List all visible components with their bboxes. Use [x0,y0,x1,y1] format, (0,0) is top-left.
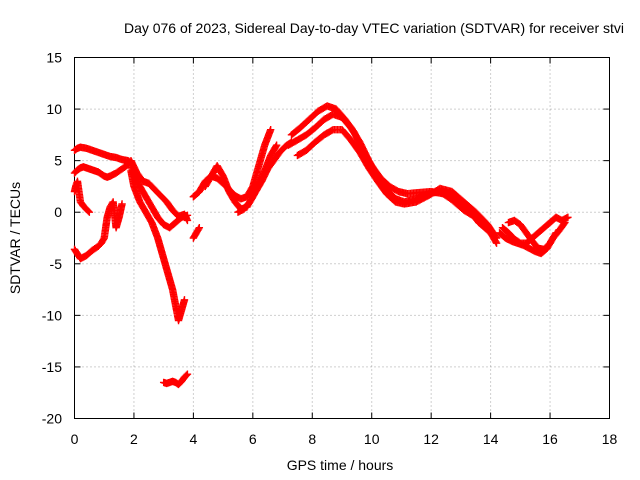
x-tick-label: 0 [71,431,79,447]
series-trace-8 [159,370,192,389]
plus-marker [551,230,559,238]
y-axis-tick-labels: -20 -15 -10 -5 0 5 10 15 [42,50,62,427]
series-trace-18 [504,216,560,254]
x-axis-label: GPS time / hours [287,457,394,473]
series-trace-3 [70,177,94,216]
plus-marker [195,223,204,232]
plus-marker [328,126,336,135]
plus-marker [492,234,501,242]
series-trace-15 [293,126,501,242]
x-tick-label: 4 [189,431,197,447]
plus-marker [552,229,560,237]
y-tick-label: -20 [42,411,62,427]
y-tick-label: 0 [54,204,62,220]
chart-title: Day 076 of 2023, Sidereal Day-to-day VTE… [124,20,624,36]
x-tick-label: 10 [364,431,380,447]
plus-marker [99,235,108,243]
y-tick-label: -10 [42,307,62,323]
plus-marker [492,233,500,241]
plus-marker [194,225,203,233]
x-tick-label: 2 [130,431,138,447]
plus-marker [266,126,275,134]
y-tick-label: -15 [42,359,62,375]
x-tick-label: 6 [249,431,257,447]
plus-marker [272,141,281,149]
series-trace-4 [70,198,126,263]
plus-marker [85,208,94,216]
x-axis-tick-labels: 0 2 4 6 8 10 12 14 16 18 [71,431,618,447]
plot-frame [74,57,610,419]
series-trace-7 [127,156,192,225]
data-marks [70,102,572,389]
series-trace-9 [189,223,204,242]
plus-marker [84,207,93,215]
plus-marker [272,142,280,151]
x-tick-label: 12 [423,431,439,447]
y-axis-label: SDTVAR / TECUs [7,182,23,294]
y-tick-label: -5 [50,256,63,272]
x-tick-label: 8 [308,431,316,447]
plus-marker [183,370,192,378]
series-trace-1 [70,143,135,167]
y-tick-label: 5 [54,153,62,169]
plus-marker [564,213,572,222]
plus-marker [118,200,126,208]
series-trace-12 [234,138,296,216]
y-tick-label: 15 [46,50,62,66]
plus-marker [180,296,189,304]
plus-marker [183,216,192,225]
x-tick-label: 16 [542,431,558,447]
axis-ticks [74,57,610,419]
plus-marker [182,371,191,379]
series-trace-5 [127,167,189,325]
y-tick-label: 10 [46,101,62,117]
x-tick-label: 18 [602,431,618,447]
x-tick-label: 14 [483,431,499,447]
series-trace-2 [70,161,132,181]
